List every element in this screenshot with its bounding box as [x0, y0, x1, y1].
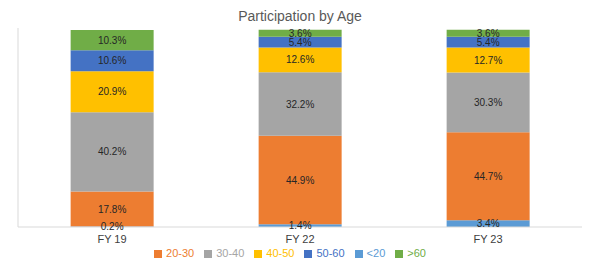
svg-text:20.9%: 20.9%: [98, 86, 126, 97]
svg-text:12.6%: 12.6%: [286, 54, 314, 65]
svg-text:5.4%: 5.4%: [476, 36, 500, 48]
html-text:50-60: 50-60: [316, 247, 345, 259]
svg-text:3.6%: 3.6%: [477, 28, 500, 39]
html-text:>60: >60: [407, 247, 426, 259]
html-text:Participation by Age: Participation by Age: [238, 8, 362, 24]
svg-text:FY 19: FY 19: [97, 233, 126, 245]
svg-text:17.8%: 17.8%: [98, 204, 126, 215]
svg-text:40.2%: 40.2%: [98, 146, 126, 157]
svg-text:32.2%: 32.2%: [286, 99, 314, 110]
svg-text:3.4%: 3.4%: [477, 218, 500, 229]
svg-text:FY 22: FY 22: [285, 233, 314, 245]
svg-text:3.6%: 3.6%: [289, 28, 312, 39]
svg-text:10.3%: 10.3%: [98, 35, 126, 46]
html-text:40-50: 40-50: [266, 247, 295, 259]
svg-text:0.2%: 0.2%: [101, 221, 124, 232]
svg-text:FY 23: FY 23: [473, 233, 502, 245]
html-text:30-40: 30-40: [216, 247, 245, 259]
html-text:<20: <20: [366, 247, 386, 259]
svg-text:44.9%: 44.9%: [286, 175, 314, 186]
svg-text:5.4%: 5.4%: [288, 36, 312, 48]
svg-text:30.3%: 30.3%: [474, 97, 502, 108]
html-text:20-30: 20-30: [166, 247, 195, 259]
svg-text:1.4%: 1.4%: [289, 220, 312, 231]
svg-text:44.7%: 44.7%: [474, 171, 502, 182]
svg-text:10.6%: 10.6%: [98, 55, 126, 66]
svg-text:12.7%: 12.7%: [474, 55, 502, 66]
